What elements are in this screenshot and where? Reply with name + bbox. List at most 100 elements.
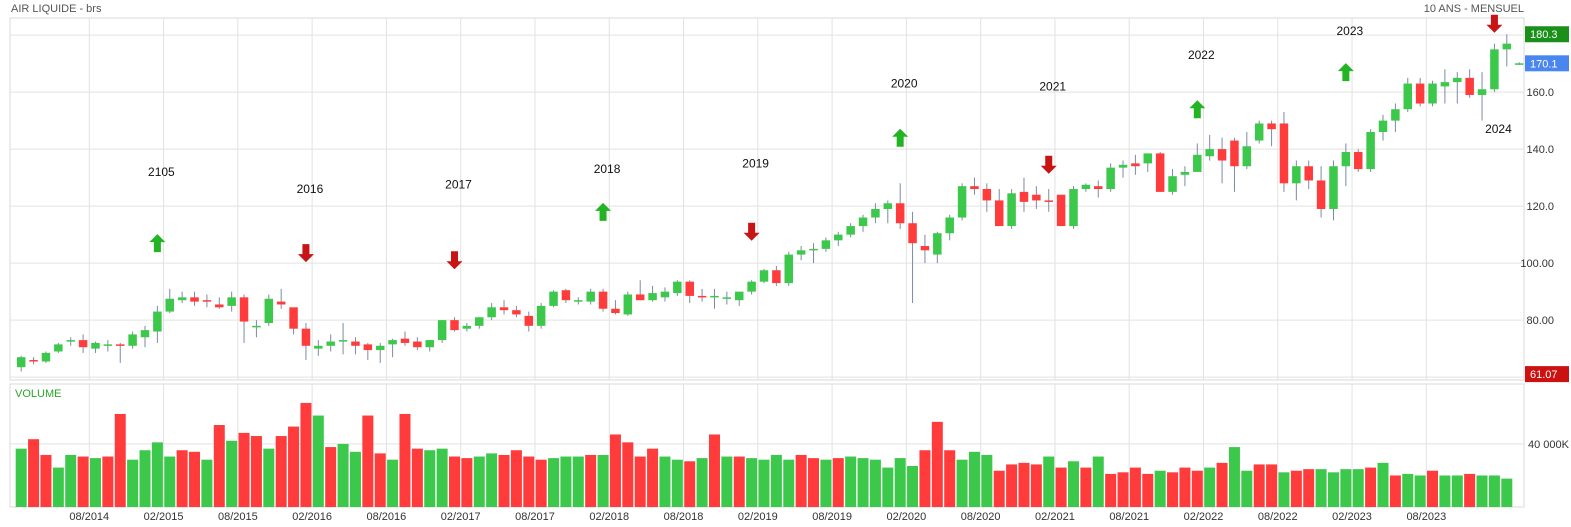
- volume-bar: [1018, 462, 1030, 507]
- candle-up: [41, 352, 51, 362]
- volume-bar: [894, 458, 906, 507]
- arrow-up-icon: [1337, 63, 1354, 82]
- candle-up: [536, 305, 546, 326]
- volume-bar: [1179, 467, 1191, 507]
- volume-label: VOLUME: [15, 388, 61, 400]
- candle-down: [635, 294, 645, 301]
- volume-bar: [1167, 472, 1179, 507]
- volume-bar: [1129, 467, 1141, 507]
- candle-up: [314, 345, 323, 349]
- x-tick-label: 08/2018: [664, 511, 704, 523]
- price-marker-label: 170.1: [1530, 58, 1558, 70]
- candle-up: [648, 293, 657, 301]
- candle-up: [945, 217, 954, 234]
- candle-down: [697, 295, 707, 298]
- candle-up: [1440, 82, 1450, 87]
- candle-up: [227, 297, 236, 306]
- volume-bar: [1365, 467, 1377, 507]
- volume-bar: [461, 458, 473, 507]
- candle-down: [1094, 186, 1103, 190]
- volume-bar: [473, 456, 485, 507]
- volume-bar: [1068, 461, 1079, 507]
- volume-bar: [498, 454, 510, 507]
- candle-down: [561, 290, 571, 301]
- candle-up: [1118, 164, 1128, 168]
- candle-up: [1242, 146, 1252, 167]
- x-tick-label: 02/2023: [1332, 511, 1372, 523]
- candle-up: [1069, 189, 1078, 227]
- candle-down: [895, 203, 905, 224]
- volume-bar: [399, 413, 411, 507]
- candle-up: [1378, 120, 1388, 133]
- candle-up: [326, 341, 335, 346]
- volume-bar: [449, 456, 460, 507]
- volume-bar: [424, 450, 436, 507]
- candle-up: [128, 334, 137, 346]
- candle-up: [722, 297, 732, 299]
- volume-bar: [387, 459, 399, 507]
- volume-bar: [1055, 467, 1067, 507]
- volume-bar: [869, 459, 881, 507]
- x-tick-label: 02/2019: [738, 511, 778, 523]
- candle-up: [1168, 176, 1177, 192]
- volume-bar: [1117, 472, 1129, 507]
- candle-up: [933, 233, 942, 255]
- candle-down: [29, 360, 38, 362]
- candle-down: [190, 297, 199, 302]
- candle-up: [103, 344, 113, 346]
- candle-up: [1329, 166, 1338, 209]
- x-tick-label: 08/2023: [1406, 511, 1446, 523]
- volume-bar: [176, 450, 188, 507]
- arrow-up-icon: [892, 128, 909, 147]
- candle-up: [437, 320, 447, 341]
- volume-bar: [1204, 467, 1216, 507]
- candle-down: [413, 341, 422, 348]
- volume-bar: [1092, 456, 1104, 507]
- candle-down: [400, 338, 410, 343]
- volume-bar: [1228, 447, 1240, 507]
- volume-bar: [808, 458, 820, 507]
- candle-down: [598, 291, 608, 309]
- x-tick-label: 02/2022: [1184, 511, 1224, 523]
- price-marker-low: [1525, 366, 1569, 383]
- price-marker-label: 61.07: [1530, 369, 1558, 381]
- y-tick-label: 80.00: [1526, 315, 1554, 327]
- candle-down: [1044, 200, 1053, 202]
- candle-down: [499, 307, 509, 311]
- candle-up: [821, 240, 831, 249]
- candle-up: [264, 298, 274, 323]
- candle-up: [1180, 171, 1190, 175]
- candle-up: [1490, 49, 1499, 90]
- volume-bar: [882, 467, 894, 507]
- candle-down: [115, 344, 125, 346]
- volume-bar: [263, 448, 275, 507]
- volume-bar: [770, 454, 782, 507]
- volume-bar: [226, 440, 238, 507]
- volume-bar: [1266, 464, 1278, 507]
- candle-up: [1391, 109, 1400, 121]
- candle-down: [1056, 194, 1066, 227]
- volume-bar: [548, 458, 560, 507]
- arrow-down-icon: [1040, 155, 1057, 174]
- candle-up: [883, 203, 893, 209]
- volume-bar: [1501, 478, 1513, 507]
- volume-bar: [40, 454, 52, 507]
- candle-down: [908, 223, 917, 244]
- candle-up: [1428, 83, 1437, 104]
- volume-bar: [1303, 469, 1315, 507]
- volume-bar: [89, 458, 101, 507]
- volume-bar: [1278, 472, 1290, 507]
- candle-up: [673, 281, 682, 294]
- candle-up: [425, 340, 434, 348]
- volume-bar: [845, 456, 857, 507]
- volume-bar: [436, 448, 448, 507]
- volume-bar: [325, 447, 337, 507]
- volume-panel: [15, 402, 1513, 507]
- candle-down: [1230, 140, 1239, 167]
- volume-bar: [783, 459, 795, 507]
- candle-down: [1353, 151, 1363, 170]
- volume-bar: [300, 402, 312, 507]
- volume-bar: [1352, 469, 1364, 507]
- candle-up: [834, 234, 843, 241]
